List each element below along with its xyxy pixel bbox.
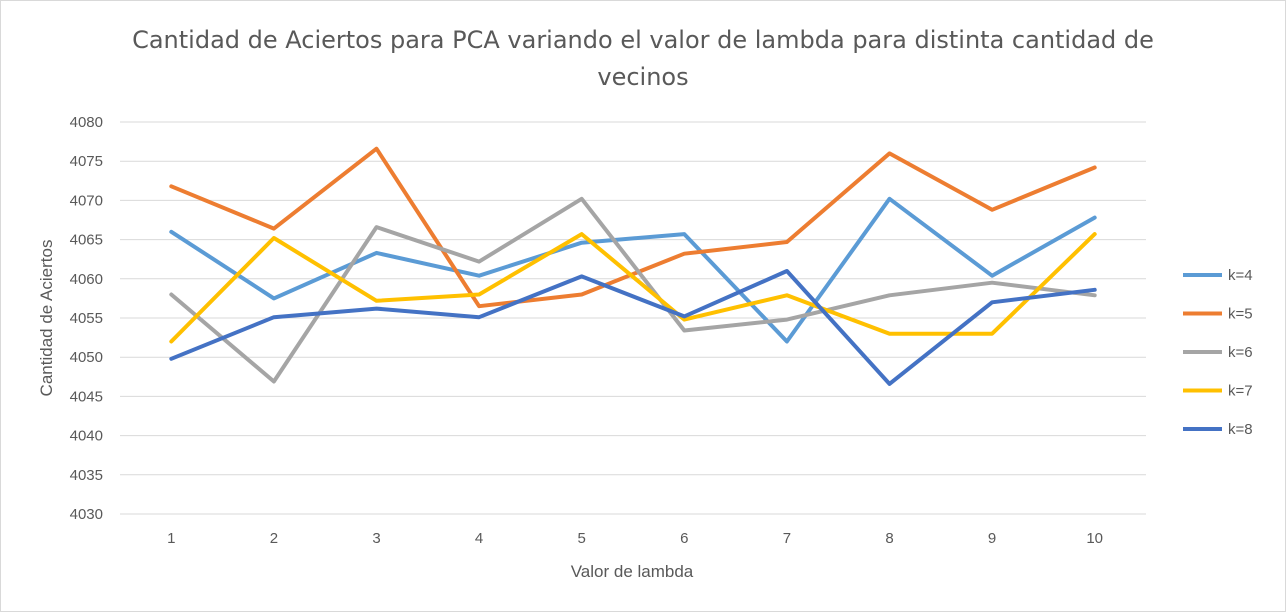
x-tick-label: 10 [1086,530,1103,547]
series-lines [169,146,1097,386]
legend-label: k=5 [1228,306,1253,323]
series-line-k=5 [169,146,1097,309]
legend-label: k=7 [1228,383,1253,400]
x-tick-label: 9 [988,530,996,547]
legend-label: k=8 [1228,421,1253,438]
x-tick-label: 5 [578,530,586,547]
y-tick-label: 4040 [70,428,103,445]
y-tick-label: 4035 [70,467,103,484]
legend-label: k=6 [1228,344,1253,361]
x-tick-label: 3 [372,530,380,547]
series-line-k=7 [169,232,1097,344]
x-axis-title: Valor de lambda [571,562,694,581]
y-axis-title: Cantidad de Aciertos [37,240,56,397]
chart-title: Cantidad de Aciertos para PCA variando e… [132,26,1154,91]
gridlines [120,121,1146,515]
x-tick-label: 1 [167,530,175,547]
series-line-k=4 [169,196,1097,344]
y-tick-label: 4050 [70,349,103,366]
x-tick-label: 6 [680,530,688,547]
series-line-k=6 [169,196,1097,384]
y-tick-label: 4075 [70,153,103,170]
x-tick-label: 4 [475,530,483,547]
tick-labels: 4030 4035 4040 4045 4050 4055 4060 4065 4070 4075… [70,114,1103,547]
x-tick-label: 2 [270,530,278,547]
y-tick-label: 4030 [70,506,103,523]
x-tick-label: 7 [783,530,791,547]
y-tick-label: 4055 [70,310,103,327]
y-tick-label: 4060 [70,271,103,288]
y-tick-label: 4070 [70,192,103,209]
y-tick-label: 4080 [70,114,103,131]
y-tick-label: 4045 [70,388,103,405]
legend-label: k=4 [1228,267,1253,284]
series-line-k=8 [169,269,1097,386]
legend: k=4 k=5 k=6 k=7 k=8 [1183,267,1253,438]
y-tick-label: 4065 [70,232,103,249]
x-tick-label: 8 [885,530,893,547]
